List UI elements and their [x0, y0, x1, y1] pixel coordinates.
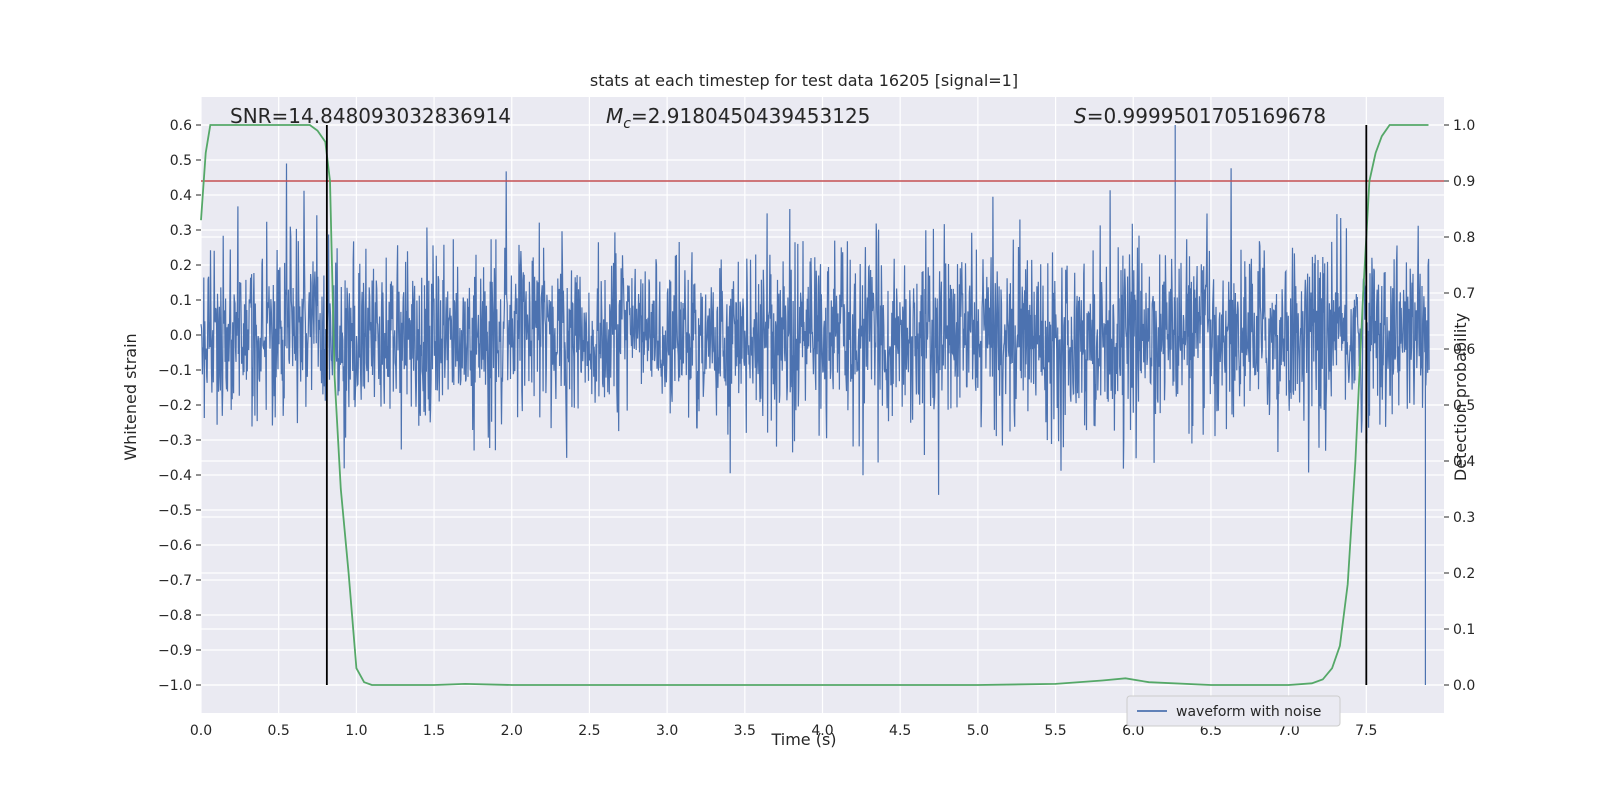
x-tick-label: 6.0	[1122, 723, 1144, 739]
y2-tick-label: 0.6	[1453, 342, 1475, 358]
x-tick-label: 5.0	[967, 723, 989, 739]
x-tick-label: 1.0	[345, 723, 367, 739]
x-tick-label: 4.0	[811, 723, 833, 739]
y-tick-label: −0.8	[158, 608, 192, 624]
y-tick-label: −0.5	[158, 503, 192, 519]
y2-tick-label: 0.9	[1453, 174, 1475, 190]
series-waveform-line	[200, 125, 1430, 685]
y-tick-label: −0.6	[158, 538, 192, 554]
series-detection-probability-line	[200, 124, 1429, 686]
x-tick-label: 0.0	[190, 723, 212, 739]
s-annotation: S=0.9999501705169678	[1074, 104, 1326, 128]
s-symbol: S	[1074, 104, 1087, 128]
y2-tick-label: 0.8	[1453, 230, 1475, 246]
legend-box	[1126, 695, 1341, 727]
y-tick-label: 0.0	[170, 328, 192, 344]
y2-tick-label: 1.0	[1453, 118, 1475, 134]
x-tick-label: 7.5	[1355, 723, 1377, 739]
x-tick-label: 1.5	[423, 723, 445, 739]
chart-title: stats at each timestep for test data 162…	[590, 71, 1018, 90]
y-tick-label: 0.6	[170, 118, 192, 134]
x-tick-label: 2.5	[578, 723, 600, 739]
y-tick-label: −0.9	[158, 643, 192, 659]
vertical-markers	[325, 125, 1368, 685]
y-tick-label: −0.7	[158, 573, 192, 589]
y-tick-label: −1.0	[158, 678, 192, 694]
y-tick-label: 0.2	[170, 258, 192, 274]
y2-axis-label: Detection probability	[1451, 313, 1470, 481]
y-axis-label: Whitened strain	[121, 333, 140, 460]
legend: waveform with noise	[1126, 695, 1341, 727]
y2-tick-label: 0.3	[1453, 510, 1475, 526]
chirp-mass-symbol: M	[606, 104, 623, 128]
y-tick-label: −0.1	[158, 363, 192, 379]
y-tick-label: 0.4	[170, 188, 192, 204]
y-tick-label: 0.5	[170, 153, 192, 169]
x-tick-label: 3.5	[734, 723, 756, 739]
x-tick-label: 6.5	[1200, 723, 1222, 739]
y-tick-label: −0.3	[158, 433, 192, 449]
snr-annotation: SNR=14.848093032836914	[230, 104, 511, 128]
y-tick-label: 0.1	[170, 293, 192, 309]
x-tick-label: 0.5	[268, 723, 290, 739]
tick-labels: 0.0 0.5 1.0 1.5 2.0 2.5 3.0 3.5 4.0 4.5 5.0 5.5 6.0 6…	[158, 118, 1475, 739]
x-tick-label: 5.5	[1044, 723, 1066, 739]
y2-tick-label: 0.2	[1453, 566, 1475, 582]
x-tick-label: 2.0	[501, 723, 523, 739]
y2-tick-label: 0.4	[1453, 454, 1475, 470]
x-tick-label: 7.0	[1277, 723, 1299, 739]
y2-tick-label: 0.5	[1453, 398, 1475, 414]
x-axis-label: Time (s)	[770, 730, 836, 749]
y-tick-label: −0.2	[158, 398, 192, 414]
chirp-mass-annotation: Mc=2.9180450439453125	[606, 104, 870, 132]
y2-tick-label: 0.0	[1453, 678, 1475, 694]
x-tick-label: 4.5	[889, 723, 911, 739]
chirp-mass-subscript: c	[623, 116, 631, 132]
y2-tick-label: 0.7	[1453, 286, 1475, 302]
legend-label: waveform with noise	[1176, 704, 1321, 720]
s-value: =0.9999501705169678	[1087, 104, 1326, 128]
y2-tick-label: 0.1	[1453, 622, 1475, 638]
y-tick-label: −0.4	[158, 468, 192, 484]
x-tick-label: 3.0	[656, 723, 678, 739]
y-tick-label: 0.3	[170, 223, 192, 239]
chirp-mass-value: =2.9180450439453125	[631, 104, 870, 128]
